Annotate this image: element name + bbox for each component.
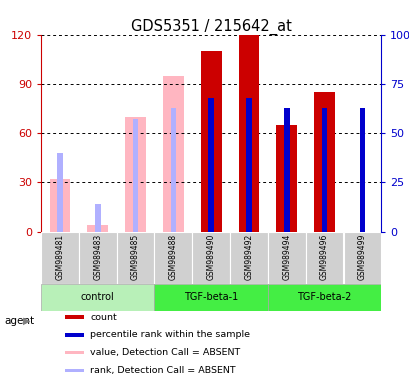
Bar	[133, 119, 138, 232]
Bar	[154, 232, 192, 284]
Title: GDS5351 / 215642_at: GDS5351 / 215642_at	[130, 18, 291, 35]
Bar	[276, 125, 297, 232]
Text: GSM989488: GSM989488	[169, 234, 178, 280]
Text: GSM989494: GSM989494	[281, 234, 290, 280]
Bar	[343, 232, 380, 284]
Bar	[162, 76, 183, 232]
Bar	[267, 232, 305, 284]
Text: GSM989485: GSM989485	[131, 234, 140, 280]
Bar	[41, 232, 79, 284]
Bar	[65, 369, 83, 372]
Text: agent: agent	[4, 316, 34, 326]
Bar	[192, 232, 229, 284]
Text: GSM989481: GSM989481	[55, 234, 64, 280]
Text: GSM989492: GSM989492	[244, 234, 253, 280]
Text: value, Detection Call = ABSENT: value, Detection Call = ABSENT	[90, 348, 240, 357]
Bar	[359, 108, 364, 232]
Bar	[313, 92, 334, 232]
Bar	[154, 284, 267, 311]
Bar	[65, 315, 83, 319]
Text: ▶: ▶	[22, 316, 30, 326]
Bar	[200, 51, 221, 232]
Bar	[57, 153, 63, 232]
Text: TGF-beta-1: TGF-beta-1	[184, 293, 238, 303]
Text: control: control	[81, 293, 114, 303]
Bar	[170, 108, 176, 232]
Bar	[321, 108, 327, 232]
Text: rank, Detection Call = ABSENT: rank, Detection Call = ABSENT	[90, 366, 236, 375]
Bar	[41, 284, 154, 311]
Bar	[305, 232, 343, 284]
Text: GSM989496: GSM989496	[319, 234, 328, 280]
Bar	[49, 179, 70, 232]
Text: GSM989499: GSM989499	[357, 234, 366, 280]
Bar	[94, 204, 100, 232]
Bar	[238, 35, 259, 232]
Bar	[283, 108, 289, 232]
Bar	[125, 117, 146, 232]
Bar	[117, 232, 154, 284]
Text: GSM989483: GSM989483	[93, 234, 102, 280]
Bar	[87, 225, 108, 232]
Text: TGF-beta-2: TGF-beta-2	[297, 293, 351, 303]
Bar	[208, 98, 213, 232]
Bar	[65, 333, 83, 337]
Text: percentile rank within the sample: percentile rank within the sample	[90, 330, 250, 339]
Bar	[79, 232, 116, 284]
Bar	[229, 232, 267, 284]
Text: count: count	[90, 313, 117, 322]
Bar	[245, 98, 251, 232]
Text: GSM989490: GSM989490	[206, 234, 215, 280]
Bar	[267, 284, 380, 311]
Bar	[65, 351, 83, 354]
